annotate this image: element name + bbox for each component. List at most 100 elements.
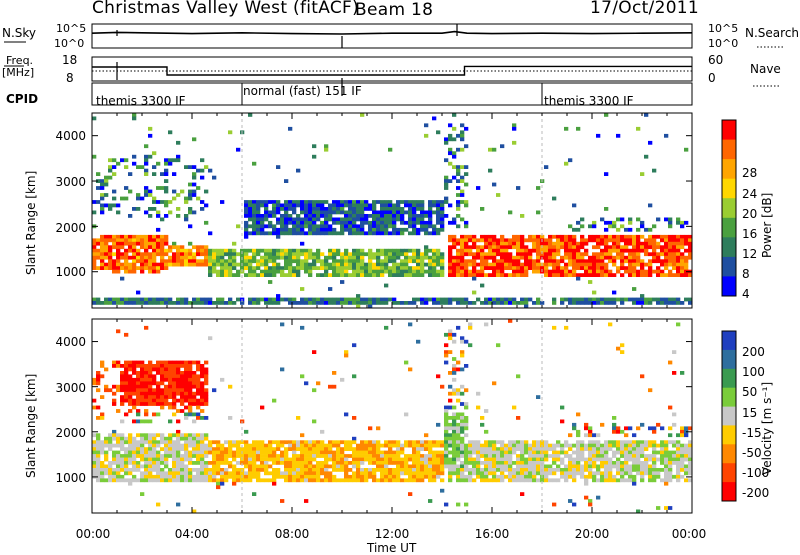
- power-cell: [200, 158, 205, 163]
- power-cell: [220, 259, 225, 264]
- power-cell: [428, 255, 433, 260]
- freq-unit: [MHz]: [2, 66, 35, 79]
- velocity-cell: [412, 478, 417, 483]
- power-cell: [156, 245, 161, 250]
- power-cell: [440, 297, 445, 302]
- power-cell: [452, 165, 457, 169]
- power-cell: [352, 301, 357, 305]
- velocity-cell: [124, 457, 129, 462]
- velocity-cell: [684, 471, 689, 476]
- velocity-cell: [600, 461, 605, 465]
- velocity-cell: [500, 471, 505, 476]
- velocity-cell: [232, 481, 237, 486]
- power-cell: [344, 255, 349, 260]
- power-cell: [320, 207, 325, 211]
- velocity-cell: [320, 461, 325, 465]
- power-cell: [432, 301, 437, 305]
- velocity-cell: [180, 478, 185, 483]
- velocity-cell: [176, 471, 181, 476]
- power-cell: [608, 297, 613, 302]
- power-cell: [552, 248, 557, 253]
- power-cell: [440, 269, 445, 274]
- velocity-cell: [308, 454, 313, 458]
- power-cell: [456, 262, 461, 267]
- power-cell: [608, 238, 613, 243]
- power-cell: [664, 245, 669, 250]
- power-cell: [576, 241, 581, 246]
- velocity-cell: [148, 443, 153, 448]
- power-cell: [528, 234, 533, 239]
- power-cell: [196, 186, 201, 190]
- power-cell: [664, 217, 669, 222]
- power-cell: [248, 214, 253, 218]
- power-cell: [372, 227, 377, 232]
- power-cell: [184, 301, 189, 305]
- power-cell: [176, 301, 181, 305]
- power-cell: [368, 207, 373, 211]
- power-cell: [676, 255, 681, 260]
- velocity-cell: [180, 402, 185, 406]
- power-cell: [604, 241, 609, 246]
- velocity-cell: [676, 468, 681, 472]
- power-cell: [480, 259, 485, 264]
- velocity-cell: [464, 454, 469, 458]
- velocity-cell: [96, 454, 101, 458]
- velocity-cell: [560, 419, 565, 424]
- power-cell: [620, 266, 625, 270]
- power-cell: [164, 252, 169, 257]
- power-cell: [404, 203, 409, 208]
- velocity-cell: [680, 454, 685, 458]
- power-cell: [588, 297, 593, 302]
- power-cell: [528, 255, 533, 260]
- power-cell: [524, 301, 529, 305]
- power-cell: [444, 297, 449, 302]
- power-cell: [488, 241, 493, 246]
- power-cell: [232, 248, 237, 253]
- power-cell: [268, 255, 273, 260]
- power-cell: [368, 231, 373, 236]
- velocity-cell: [396, 461, 401, 465]
- power-cell: [168, 262, 173, 267]
- power-cell: [220, 297, 225, 302]
- power-cell: [164, 158, 169, 163]
- velocity-cell: [132, 457, 137, 462]
- power-cell: [172, 255, 177, 260]
- power-cell: [260, 248, 265, 253]
- power-cell: [672, 255, 677, 260]
- velocity-cell: [264, 443, 269, 448]
- power-cell: [428, 248, 433, 253]
- velocity-cell: [140, 443, 145, 448]
- power-cell: [288, 262, 293, 267]
- power-cell: [372, 210, 377, 215]
- power-cell: [244, 234, 249, 239]
- power-cell: [272, 203, 277, 208]
- power-ytick-1000: 1000: [55, 265, 86, 279]
- velocity-cell: [132, 454, 137, 458]
- velocity-cell: [164, 454, 169, 458]
- velocity-cell: [604, 447, 609, 451]
- power-cell: [284, 224, 289, 229]
- velocity-cell: [164, 360, 169, 365]
- power-cell: [660, 269, 665, 274]
- velocity-cell: [380, 464, 385, 469]
- power-cell: [676, 234, 681, 239]
- power-cell: [188, 255, 193, 260]
- velocity-cell: [112, 398, 117, 403]
- velocity-cell: [244, 450, 249, 455]
- power-cell: [284, 297, 289, 302]
- power-cell: [108, 259, 113, 264]
- velocity-cell: [136, 402, 141, 406]
- power-cell: [104, 238, 109, 243]
- velocity-cell: [332, 461, 337, 465]
- power-cell: [640, 259, 645, 264]
- power-cell: [332, 269, 337, 274]
- velocity-cell: [372, 443, 377, 448]
- velocity-cell: [112, 429, 117, 434]
- velocity-cell: [316, 474, 321, 479]
- velocity-cell: [444, 450, 449, 455]
- power-cell: [200, 252, 205, 257]
- velocity-cell: [352, 447, 357, 451]
- velocity-cell: [680, 443, 685, 448]
- velocity-cell: [152, 412, 157, 417]
- power-cell: [612, 224, 617, 229]
